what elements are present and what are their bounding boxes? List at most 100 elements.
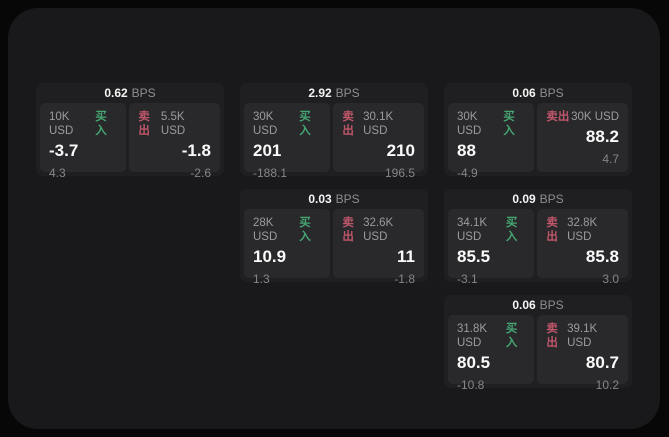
buy-price: 80.5	[457, 353, 491, 372]
buy-panel[interactable]: 30K USD 买入 201 -188.1	[244, 103, 331, 180]
buy-change: -4.9	[457, 166, 478, 180]
sell-volume: 32.8K USD	[567, 217, 598, 243]
buy-panel-header: 30K USD 买入	[253, 110, 321, 138]
quote-card: 0.06 BPS 30K USD 买入 88 -4.9 卖出 30K USD 8…	[444, 83, 632, 180]
buy-side-label: 买入	[299, 217, 311, 243]
buy-change: 1.3	[253, 272, 270, 286]
buy-panel[interactable]: 34.1K USD 买入 85.5 -3.1	[448, 209, 535, 286]
card-header: 0.03 BPS	[244, 189, 424, 209]
buy-panel[interactable]: 28K USD 买入 10.9 1.3	[244, 209, 331, 286]
buy-side-label: 买入	[299, 111, 311, 137]
buy-panel-header: 34.1K USD 买入	[457, 216, 525, 244]
bps-unit-label: BPS	[335, 86, 360, 100]
sell-side-label: 卖出	[546, 323, 558, 349]
app-window: 0.62 BPS 10K USD 买入 -3.7 4.3 卖出 5.5K USD…	[8, 8, 660, 429]
sell-price: 210	[386, 141, 415, 160]
sell-volume: 39.1K USD	[567, 323, 598, 349]
sell-change: -1.8	[394, 272, 415, 286]
sell-panel-header: 卖出 30.1K USD	[342, 110, 415, 138]
card-header: 2.92 BPS	[244, 83, 424, 103]
sell-side-label: 卖出	[546, 111, 570, 123]
sell-side-label: 卖出	[342, 111, 354, 137]
sell-change: 3.0	[602, 272, 619, 286]
buy-side-label: 买入	[503, 111, 515, 137]
quote-panels: 28K USD 买入 10.9 1.3 卖出 32.6K USD 11 -1.8	[244, 209, 424, 286]
sell-change: 4.7	[602, 152, 619, 166]
sell-panel-header: 卖出 5.5K USD	[138, 110, 211, 138]
buy-volume: 10K USD	[49, 111, 74, 137]
sell-change: 10.2	[595, 378, 619, 392]
bps-unit-label: BPS	[539, 192, 564, 206]
quote-panels: 30K USD 买入 88 -4.9 卖出 30K USD 88.2 4.7	[448, 103, 628, 180]
buy-volume: 34.1K USD	[457, 217, 488, 243]
quote-card: 0.03 BPS 28K USD 买入 10.9 1.3 卖出 32.6K US…	[240, 189, 428, 286]
bps-unit-label: BPS	[539, 298, 564, 312]
buy-price: 201	[253, 141, 282, 160]
sell-change: -2.6	[190, 166, 211, 180]
quote-panels: 34.1K USD 买入 85.5 -3.1 卖出 32.8K USD 85.8…	[448, 209, 628, 286]
buy-volume: 30K USD	[457, 111, 482, 137]
buy-panel-header: 10K USD 买入	[49, 110, 117, 138]
sell-side-label: 卖出	[546, 217, 558, 243]
buy-price: 10.9	[253, 247, 287, 266]
quote-card: 0.09 BPS 34.1K USD 买入 85.5 -3.1 卖出 32.8K…	[444, 189, 632, 286]
bps-value: 0.06	[512, 86, 536, 100]
buy-panel-header: 28K USD 买入	[253, 216, 321, 244]
sell-price: 85.8	[585, 247, 619, 266]
buy-change: -188.1	[253, 166, 288, 180]
card-header: 0.06 BPS	[448, 83, 628, 103]
buy-price: 85.5	[457, 247, 491, 266]
sell-panel[interactable]: 卖出 30K USD 88.2 4.7	[537, 103, 628, 172]
card-header: 0.09 BPS	[448, 189, 628, 209]
sell-side-label: 卖出	[342, 217, 354, 243]
buy-change: -10.8	[457, 378, 485, 392]
sell-volume: 30.1K USD	[363, 111, 394, 137]
bps-value: 0.62	[104, 86, 128, 100]
sell-panel[interactable]: 卖出 32.6K USD 11 -1.8	[333, 209, 424, 286]
bps-value: 0.06	[512, 298, 536, 312]
quote-panels: 31.8K USD 买入 80.5 -10.8 卖出 39.1K USD 80.…	[448, 315, 628, 392]
sell-panel[interactable]: 卖出 39.1K USD 80.7 10.2	[537, 315, 628, 392]
sell-panel[interactable]: 卖出 30.1K USD 210 196.5	[333, 103, 424, 180]
sell-volume: 30K USD	[571, 111, 619, 123]
buy-change: -3.1	[457, 272, 478, 286]
buy-volume: 31.8K USD	[457, 323, 488, 349]
bps-value: 0.03	[308, 192, 332, 206]
quote-panels: 30K USD 买入 201 -188.1 卖出 30.1K USD 210 1…	[244, 103, 424, 180]
buy-panel[interactable]: 31.8K USD 买入 80.5 -10.8	[448, 315, 535, 392]
card-header: 0.06 BPS	[448, 295, 628, 315]
sell-price: 88.2	[585, 127, 619, 146]
quote-card: 0.62 BPS 10K USD 买入 -3.7 4.3 卖出 5.5K USD…	[36, 83, 224, 180]
buy-panel[interactable]: 10K USD 买入 -3.7 4.3	[40, 103, 127, 180]
buy-side-label: 买入	[95, 111, 107, 137]
buy-side-label: 买入	[505, 217, 518, 243]
sell-panel-header: 卖出 39.1K USD	[546, 322, 619, 350]
buy-volume: 28K USD	[253, 217, 278, 243]
sell-panel-header: 卖出 32.6K USD	[342, 216, 415, 244]
bps-value: 0.09	[512, 192, 536, 206]
buy-panel[interactable]: 30K USD 买入 88 -4.9	[448, 103, 535, 180]
buy-price: 88	[457, 141, 476, 160]
bps-unit-label: BPS	[539, 86, 564, 100]
sell-price: -1.8	[181, 141, 211, 160]
sell-volume: 32.6K USD	[363, 217, 394, 243]
sell-volume: 5.5K USD	[160, 111, 186, 137]
quote-card: 2.92 BPS 30K USD 买入 201 -188.1 卖出 30.1K …	[240, 83, 428, 180]
sell-panel[interactable]: 卖出 32.8K USD 85.8 3.0	[537, 209, 628, 286]
buy-panel-header: 31.8K USD 买入	[457, 322, 525, 350]
buy-price: -3.7	[49, 141, 79, 160]
sell-change: 196.5	[384, 166, 415, 180]
sell-panel[interactable]: 卖出 5.5K USD -1.8 -2.6	[129, 103, 220, 180]
bps-value: 2.92	[308, 86, 332, 100]
sell-price: 80.7	[585, 353, 619, 372]
bps-unit-label: BPS	[335, 192, 360, 206]
sell-side-label: 卖出	[138, 111, 150, 137]
quote-card: 0.06 BPS 31.8K USD 买入 80.5 -10.8 卖出 39.1…	[444, 295, 632, 392]
card-header: 0.62 BPS	[40, 83, 220, 103]
sell-panel-header: 卖出 30K USD	[546, 110, 619, 124]
buy-volume: 30K USD	[253, 111, 278, 137]
bps-unit-label: BPS	[131, 86, 156, 100]
buy-panel-header: 30K USD 买入	[457, 110, 525, 138]
buy-side-label: 买入	[505, 323, 518, 349]
quote-panels: 10K USD 买入 -3.7 4.3 卖出 5.5K USD -1.8 -2.…	[40, 103, 220, 180]
